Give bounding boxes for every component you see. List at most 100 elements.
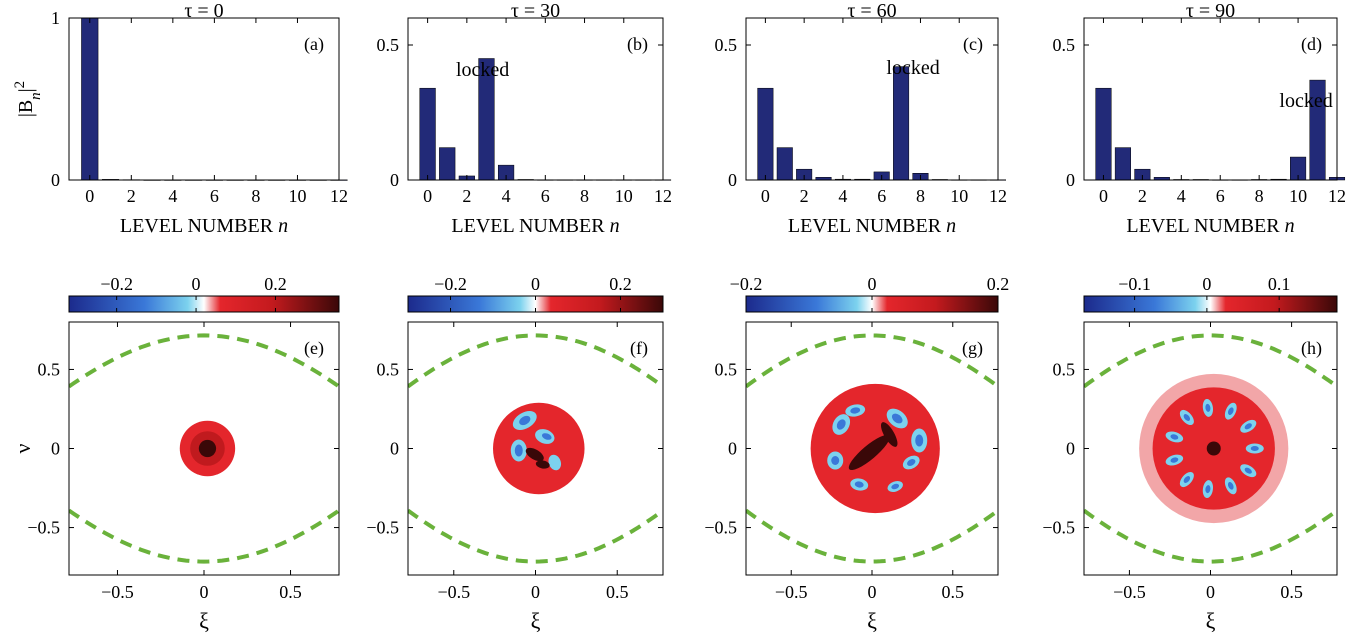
wigner-lobe — [1244, 423, 1252, 430]
x-tick-label: −0.5 — [437, 582, 470, 602]
tau-label: τ = 60 — [847, 0, 896, 22]
y-axis-label: |Bn|2 — [12, 81, 44, 117]
x-tick-label: 6 — [541, 186, 550, 206]
colorbar-tick-label: 0.1 — [1268, 274, 1291, 294]
y-tick-label: 0.5 — [1053, 35, 1076, 55]
colorbar-tick-label: 0 — [192, 274, 201, 294]
tau-label: τ = 30 — [511, 0, 560, 22]
x-tick-label: 0 — [85, 186, 94, 206]
x-tick-label: 10 — [1289, 186, 1307, 206]
y-tick-label: −0.5 — [27, 518, 60, 538]
bar — [419, 87, 436, 181]
colorbar-tick-label: −0.1 — [1118, 274, 1151, 294]
wigner-lobe — [519, 415, 531, 426]
panel-label: (b) — [627, 34, 648, 55]
wigner-lobe — [1244, 467, 1252, 474]
plot-area — [1084, 333, 1337, 564]
bar-panel-3: τ = 90 0 2 4 6 8 10 12 0 0.5 LEVEL NUMBER n (d) lock… — [1053, 0, 1347, 237]
wigner-lobe — [836, 419, 846, 430]
bar — [757, 87, 774, 181]
y-tick-label: −0.5 — [1042, 518, 1075, 538]
wigner-lobe — [1227, 407, 1234, 415]
map-panel-3: −0.1 0 0.1 −0.5 0 0.5 0.5 0 −0.5 ξ (h) — [1042, 274, 1338, 633]
separatrix-upper — [69, 333, 339, 389]
y-tick-label: 0.5 — [377, 359, 400, 379]
map-panel-1: −0.2 0 0.2 −0.5 0 0.5 0.5 0 −0.5 ξ (f) — [366, 274, 664, 633]
bar-panel-1: τ = 30 0 2 4 6 8 10 12 0 0.5 LEVEL NUMBER n (b) lock… — [377, 0, 673, 237]
map-panel-0: −0.2 0 0.2 −0.5 0 0.5 0.5 0 −0.5 ξ (e) ν — [10, 274, 340, 633]
x-tick-label: 0 — [1206, 582, 1215, 602]
x-tick-label: 4 — [838, 186, 847, 206]
bar — [893, 66, 910, 181]
y-tick-label: 0 — [728, 439, 737, 459]
separatrix-lower — [408, 508, 663, 564]
x-axis-label: ξ — [867, 608, 877, 633]
locked-annotation: locked — [886, 57, 939, 79]
tau-label: τ = 0 — [184, 0, 223, 22]
axes-box — [1083, 17, 1338, 181]
wigner-lobe — [548, 454, 562, 471]
x-tick-label: 4 — [1177, 186, 1186, 206]
y-tick-label: 0 — [390, 439, 399, 459]
axes-box — [68, 17, 340, 181]
wigner-lobe — [880, 422, 898, 447]
panel-label: (d) — [1301, 34, 1322, 55]
y-tick-label: 0.5 — [715, 35, 738, 55]
bar-panel-0: τ = 0 0 2 4 6 8 10 12 0 1 LEVEL NUMBER n (a) |Bn|2 — [12, 0, 348, 237]
panel-label: (h) — [1301, 338, 1322, 359]
x-tick-label: 12 — [1328, 186, 1346, 206]
y-tick-label: 1 — [51, 8, 60, 28]
colorbar — [1083, 295, 1338, 313]
x-tick-label: −0.5 — [1113, 582, 1146, 602]
wigner-lobe — [1250, 446, 1259, 451]
axes-box — [745, 17, 999, 181]
y-tick-label: −0.5 — [704, 518, 737, 538]
y-tick-label: 0 — [1066, 439, 1075, 459]
x-tick-label: 2 — [462, 186, 471, 206]
y-tick-label: 0.5 — [715, 359, 738, 379]
locked-annotation: locked — [456, 59, 509, 81]
x-tick-label: 4 — [502, 186, 511, 206]
x-tick-label: 0.5 — [1280, 582, 1303, 602]
y-tick-label: 0 — [51, 439, 60, 459]
x-tick-label: 8 — [251, 186, 260, 206]
wigner-lobe — [514, 444, 523, 457]
wigner-disk — [493, 402, 585, 495]
x-tick-label: 0 — [531, 582, 540, 602]
bar — [776, 147, 793, 181]
bar — [1114, 147, 1131, 181]
x-axis-label: ξ — [1206, 608, 1216, 633]
x-tick-label: 6 — [1216, 186, 1225, 206]
x-tick-label: 10 — [288, 186, 306, 206]
x-axis-label: LEVEL NUMBER n — [120, 215, 288, 237]
locked-annotation: locked — [1279, 90, 1332, 112]
y-tick-label: 0.5 — [377, 35, 400, 55]
plot-area — [746, 333, 998, 564]
wigner-lobe — [1205, 485, 1211, 494]
panel-label: (a) — [304, 34, 324, 55]
separatrix-lower — [1084, 508, 1337, 564]
x-tick-label: −0.5 — [101, 582, 134, 602]
x-axis-label: LEVEL NUMBER n — [451, 215, 619, 237]
colorbar-tick-label: 0 — [1202, 274, 1211, 294]
x-axis-label: ξ — [531, 608, 541, 633]
colorbar — [68, 295, 340, 313]
colorbar-tick-label: 0.2 — [264, 274, 287, 294]
wigner-lobe — [1205, 403, 1211, 412]
x-tick-label: 6 — [877, 186, 886, 206]
wigner-lobe — [850, 407, 861, 414]
wigner-lobe — [854, 481, 864, 488]
bar — [439, 147, 456, 181]
y-tick-label: 0 — [390, 170, 399, 190]
wigner-lobe — [1170, 457, 1179, 463]
plot-area — [69, 333, 339, 564]
wigner-lobe — [1170, 434, 1179, 440]
x-tick-label: 0.5 — [942, 582, 965, 602]
wigner-lobe — [907, 459, 916, 466]
x-tick-label: 0 — [200, 582, 209, 602]
y-tick-label: 0 — [51, 170, 60, 190]
x-tick-label: 12 — [989, 186, 1007, 206]
panel-label: (f) — [630, 338, 648, 359]
wigner-lobe — [891, 413, 903, 424]
bar — [1095, 87, 1112, 181]
